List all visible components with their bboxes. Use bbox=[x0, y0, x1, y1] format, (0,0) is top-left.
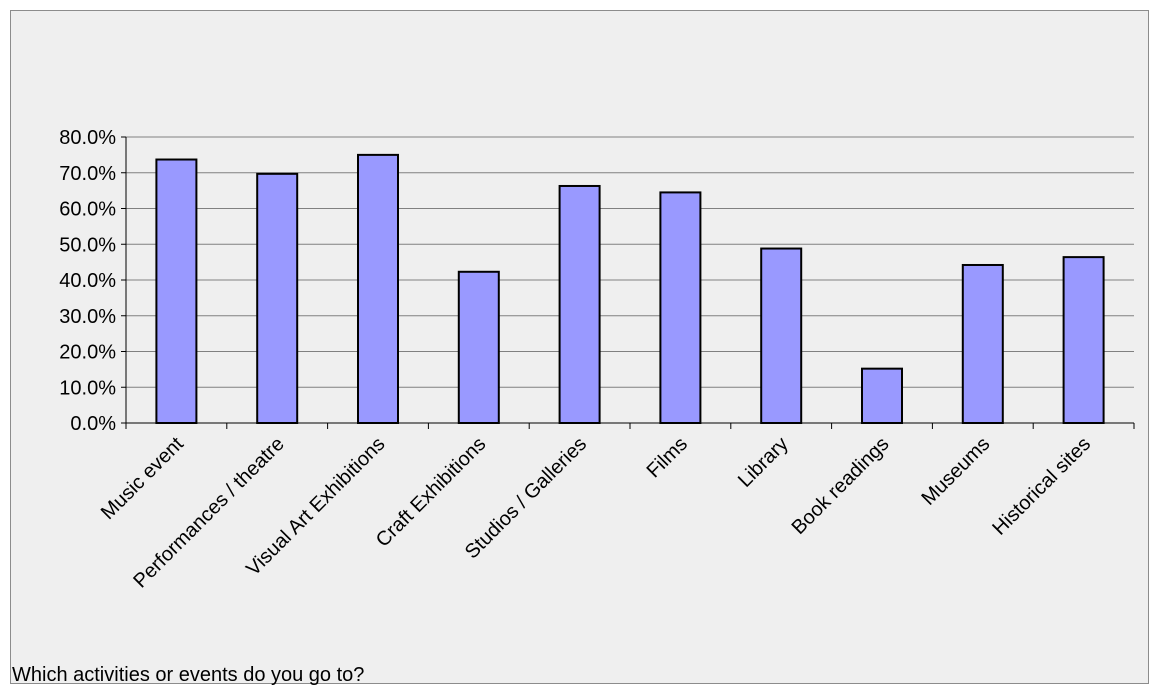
bar bbox=[155, 158, 198, 425]
y-tick-label: 0.0% bbox=[70, 413, 116, 435]
bar bbox=[861, 367, 903, 425]
bar bbox=[1062, 256, 1105, 424]
y-tick-label: 10.0% bbox=[59, 377, 116, 399]
x-tick-label: Book readings bbox=[788, 433, 894, 539]
bar bbox=[558, 184, 601, 424]
bar bbox=[357, 153, 399, 424]
x-tick-label: Historical sites bbox=[988, 433, 1095, 540]
y-tick-label: 30.0% bbox=[59, 306, 116, 328]
x-tick-label: Museums bbox=[917, 433, 994, 510]
bar bbox=[256, 172, 299, 424]
y-tick-label: 60.0% bbox=[59, 199, 116, 221]
bar bbox=[659, 191, 702, 424]
y-tick-label: 50.0% bbox=[59, 234, 116, 256]
bar bbox=[457, 270, 500, 424]
y-tick-label: 20.0% bbox=[59, 342, 116, 364]
y-tick-label: 80.0% bbox=[59, 127, 116, 149]
bar bbox=[961, 263, 1004, 424]
y-tick-label: 70.0% bbox=[59, 163, 116, 185]
chart-caption: Which activities or events do you go to? bbox=[12, 664, 365, 686]
x-tick-label: Library bbox=[734, 433, 793, 492]
x-tick-label: Music event bbox=[97, 433, 188, 524]
bar bbox=[760, 247, 803, 424]
x-tick-label: Films bbox=[643, 433, 692, 482]
x-tick-label: Craft Exhibitions bbox=[372, 433, 491, 552]
y-tick-label: 40.0% bbox=[59, 270, 116, 292]
